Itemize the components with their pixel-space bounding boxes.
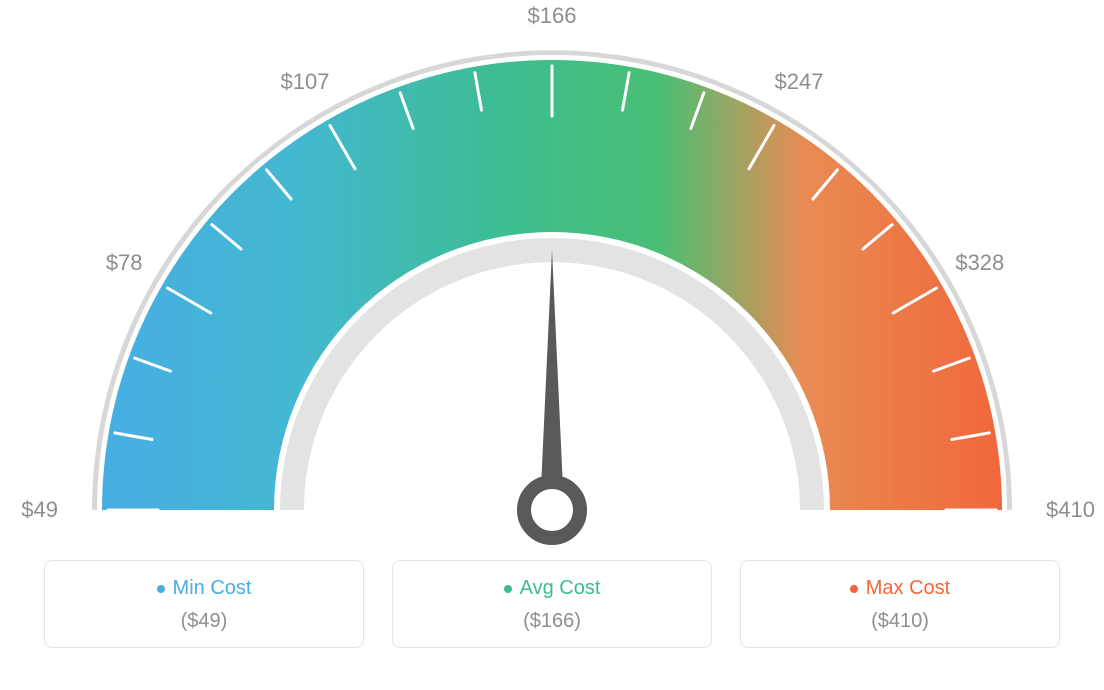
legend-label-max: Max Cost [866,577,950,600]
svg-text:$166: $166 [528,3,577,28]
svg-text:$107: $107 [281,69,330,94]
legend-value-max: ($410) [751,610,1049,633]
cost-gauge: $49 $78 $107 $166 $247 $328 $410 [0,0,1104,560]
svg-text:$328: $328 [955,250,1004,275]
legend-label-avg: Avg Cost [520,577,601,600]
legend-value-avg: ($166) [403,610,701,633]
legend-title-avg: Avg Cost [504,577,601,600]
dot-icon [504,585,512,593]
legend-card-avg: Avg Cost ($166) [392,560,712,648]
legend-label-min: Min Cost [173,577,252,600]
dot-icon [157,585,165,593]
dot-icon [850,585,858,593]
svg-text:$247: $247 [775,69,824,94]
legend-title-max: Max Cost [850,577,950,600]
legend-title-min: Min Cost [157,577,252,600]
gauge-svg: $49 $78 $107 $166 $247 $328 $410 [0,0,1104,560]
legend-card-max: Max Cost ($410) [740,560,1060,648]
legend-value-min: ($49) [55,610,353,633]
legend-card-min: Min Cost ($49) [44,560,364,648]
svg-text:$78: $78 [106,250,143,275]
svg-text:$49: $49 [21,497,58,522]
svg-text:$410: $410 [1046,497,1095,522]
legend-row: Min Cost ($49) Avg Cost ($166) Max Cost … [0,560,1104,648]
